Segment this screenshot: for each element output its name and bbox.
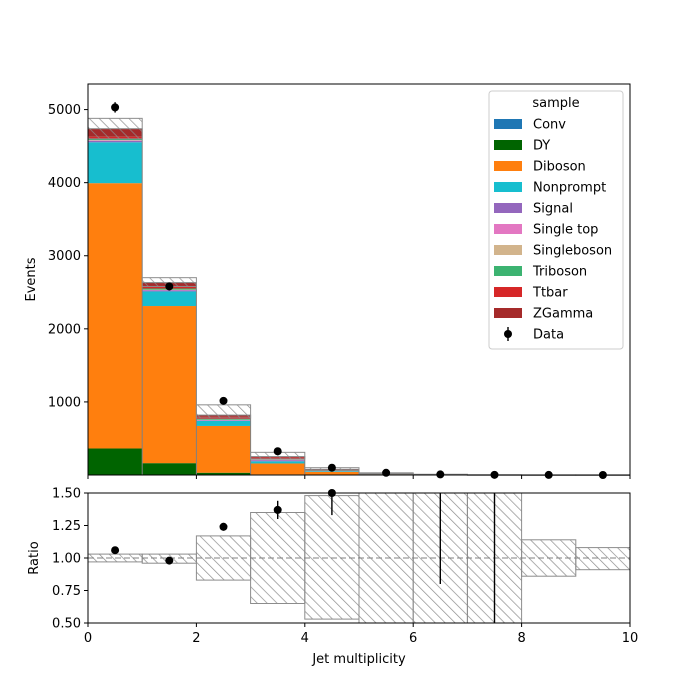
legend-box bbox=[488, 90, 624, 350]
x-tick-label-1: 2 bbox=[192, 631, 200, 646]
bar-diboson-bin-1 bbox=[142, 306, 197, 464]
bar-signal-bin-3 bbox=[250, 460, 305, 462]
x-tick-label-2: 4 bbox=[301, 631, 309, 646]
bar-dy-bin-0 bbox=[88, 448, 143, 475]
data-point-1 bbox=[165, 282, 174, 291]
main-y-tick-label-2: 3000 bbox=[48, 249, 81, 264]
x-axis-label: Jet multiplicity bbox=[311, 652, 406, 667]
data-point-0 bbox=[111, 103, 120, 112]
legend-swatch-diboson bbox=[494, 161, 522, 171]
legend-label-diboson: Diboson bbox=[533, 160, 586, 175]
data-point-6 bbox=[436, 470, 445, 479]
ratio-points bbox=[111, 489, 496, 623]
legend-marker-data bbox=[504, 330, 512, 338]
legend-swatch-single-top bbox=[494, 224, 522, 234]
main-unc-bin-2 bbox=[195, 404, 252, 419]
ratio-y-tick-label-4: 1.50 bbox=[52, 487, 81, 502]
legend-label-single-top: Single top bbox=[533, 223, 598, 238]
legend-label-data: Data bbox=[533, 328, 564, 343]
x-tick-label-0: 0 bbox=[84, 631, 92, 646]
bar-diboson-bin-3 bbox=[250, 463, 305, 475]
data-points bbox=[111, 102, 607, 479]
main-y-tick-label-1: 2000 bbox=[48, 322, 81, 337]
bar-triboson-bin-0 bbox=[88, 138, 143, 141]
legend-label-nonprompt: Nonprompt bbox=[533, 181, 606, 196]
ratio-point-3 bbox=[273, 505, 282, 514]
legend-label-triboson: Triboson bbox=[532, 265, 587, 280]
legend: sample Conv DY Diboson Nonprompt Signal Singl… bbox=[488, 90, 624, 350]
ratio-unc-bin-4 bbox=[304, 495, 360, 620]
ratio-point-0 bbox=[111, 546, 120, 555]
bar-dy-bin-1 bbox=[142, 463, 197, 475]
main-y-tick-label-4: 5000 bbox=[48, 103, 81, 118]
data-point-3 bbox=[273, 447, 282, 456]
legend-swatch-conv bbox=[494, 119, 522, 129]
ratio-y-axis-label: Ratio bbox=[27, 541, 42, 574]
main-y-ticks: 1000 2000 3000 4000 5000 bbox=[48, 103, 88, 410]
main-y-tick-label-0: 1000 bbox=[48, 395, 81, 410]
stacked-histogram bbox=[87, 128, 468, 476]
legend-label-signal: Signal bbox=[533, 202, 573, 217]
main-axes-frame bbox=[87, 83, 631, 476]
legend-swatch-ttbar bbox=[494, 287, 522, 297]
legend-label-ttbar: Ttbar bbox=[532, 286, 568, 301]
bar-triboson-bin-2 bbox=[196, 419, 251, 420]
legend-swatch-triboson bbox=[494, 266, 522, 276]
legend-label-zgamma: ZGamma bbox=[533, 307, 593, 322]
bar-diboson-bin-2 bbox=[196, 425, 251, 473]
bar-diboson-bin-4 bbox=[304, 471, 359, 475]
bar-signal-bin-2 bbox=[196, 420, 251, 421]
data-point-2 bbox=[219, 396, 228, 405]
legend-title: sample bbox=[532, 96, 579, 111]
legend-entries: Conv DY Diboson Nonprompt Signal Single top Si… bbox=[494, 118, 612, 343]
data-point-4 bbox=[327, 463, 336, 472]
bar-diboson-bin-0 bbox=[88, 183, 143, 449]
main-y-tick-label-3: 4000 bbox=[48, 176, 81, 191]
legend-swatch-nonprompt bbox=[494, 182, 522, 192]
x-tick-label-5: 10 bbox=[622, 631, 639, 646]
data-point-5 bbox=[382, 468, 391, 477]
main-x-ticks bbox=[87, 475, 631, 479]
legend-label-conv: Conv bbox=[533, 118, 566, 133]
legend-swatch-singleboson bbox=[494, 245, 522, 255]
legend-swatch-signal bbox=[494, 203, 522, 213]
x-tick-label-3: 6 bbox=[409, 631, 417, 646]
bar-signal-bin-1 bbox=[142, 290, 197, 292]
ratio-point-1 bbox=[165, 556, 174, 565]
ratio-y-tick-label-2: 1.00 bbox=[52, 552, 81, 567]
x-axis-ticks: 0 2 4 6 8 10 bbox=[84, 623, 638, 646]
bar-signal-bin-0 bbox=[88, 140, 143, 143]
legend-swatch-zgamma bbox=[494, 308, 522, 318]
bar-nonprompt-bin-3 bbox=[250, 461, 305, 464]
ratio-point-2 bbox=[219, 522, 228, 531]
legend-label-dy: DY bbox=[533, 139, 550, 154]
ratio-y-tick-label-0: 0.50 bbox=[52, 617, 81, 632]
bar-dy-bin-2 bbox=[196, 472, 251, 475]
x-tick-label-4: 8 bbox=[517, 631, 525, 646]
bar-nonprompt-bin-0 bbox=[88, 142, 143, 184]
main-panel: 1000 2000 3000 4000 5000 Events sample Conv D… bbox=[24, 83, 631, 479]
ratio-unc-bin-9 bbox=[575, 547, 631, 571]
bar-nonprompt-bin-2 bbox=[196, 420, 251, 426]
ratio-panel: 0.50 0.75 1.00 1.25 1.50 0 2 4 6 8 10 Ratio Jet m… bbox=[27, 487, 638, 668]
ratio-y-ticks: 0.50 0.75 1.00 1.25 1.50 bbox=[52, 487, 88, 632]
legend-label-singleboson: Singleboson bbox=[533, 244, 612, 259]
bar-nonprompt-bin-1 bbox=[142, 291, 197, 307]
ratio-y-tick-label-1: 0.75 bbox=[52, 584, 81, 599]
main-unc-bin-0 bbox=[87, 117, 143, 140]
ratio-y-tick-label-3: 1.25 bbox=[52, 519, 81, 534]
main-y-axis-label: Events bbox=[24, 257, 39, 301]
legend-swatch-dy bbox=[494, 140, 522, 150]
